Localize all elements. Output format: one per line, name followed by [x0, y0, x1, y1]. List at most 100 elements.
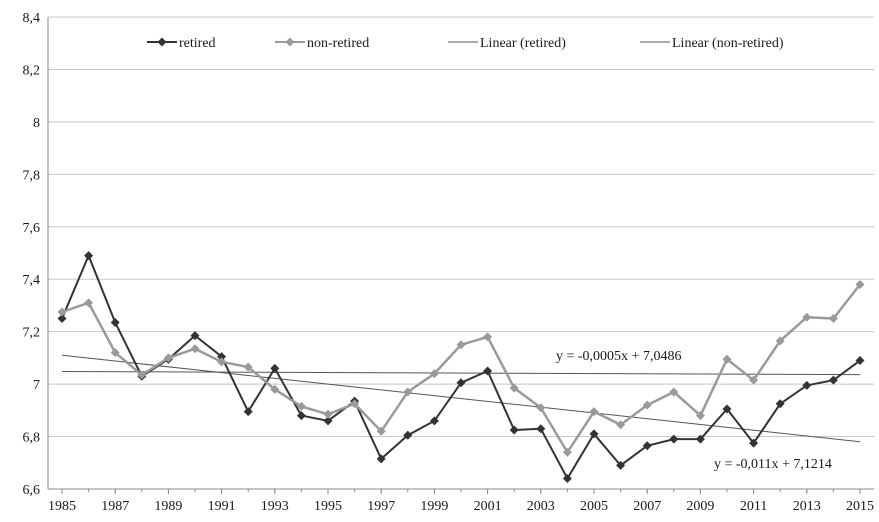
x-tick-label: 1987 [101, 499, 129, 514]
data-point-retired [828, 375, 838, 385]
data-point-retired [562, 474, 572, 484]
data-point-retired [509, 425, 519, 435]
data-point-non-retired [642, 400, 652, 410]
y-tick-label: 6,8 [23, 431, 41, 446]
data-point-retired [695, 434, 705, 444]
data-point-retired [270, 363, 280, 373]
x-tick-label: 1999 [420, 499, 448, 514]
data-point-retired [110, 317, 120, 327]
data-point-retired [57, 314, 67, 324]
y-tick-label: 7,2 [23, 326, 41, 341]
legend-item-linear-non-retired: Linear (non-retired) [640, 36, 784, 51]
data-point-non-retired [722, 354, 732, 364]
data-point-retired [616, 460, 626, 470]
y-tick-label: 7,8 [23, 168, 41, 183]
y-tick-label: 7,6 [23, 221, 41, 236]
x-tick-label: 2005 [580, 499, 608, 514]
y-tick-label: 7 [33, 378, 40, 393]
data-point-non-retired [669, 387, 679, 397]
data-point-retired [642, 441, 652, 451]
data-point-non-retired [84, 298, 94, 308]
data-point-non-retired [536, 403, 546, 413]
data-point-non-retired [456, 340, 466, 350]
data-point-non-retired [296, 401, 306, 411]
data-point-non-retired [775, 336, 785, 346]
legend-label: Linear (non-retired) [672, 36, 784, 51]
data-point-non-retired [137, 370, 147, 380]
data-point-non-retired [802, 312, 812, 322]
legend-label: non-retired [307, 36, 369, 51]
data-point-non-retired [323, 409, 333, 419]
legend-label: Linear (retired) [480, 36, 566, 51]
series-non-retired [57, 279, 865, 457]
x-tick-label: 1991 [208, 499, 236, 514]
trendline-equation-retired: y = -0,011x + 7,1214 [714, 457, 832, 472]
data-point-non-retired [483, 332, 493, 342]
legend-item-retired: retired [147, 36, 216, 51]
data-point-non-retired [509, 383, 519, 393]
x-tick-label: 2009 [686, 499, 714, 514]
data-point-retired [775, 399, 785, 409]
data-point-non-retired [616, 420, 626, 430]
data-point-non-retired [163, 353, 173, 363]
x-tick-label: 1997 [367, 499, 395, 514]
data-point-retired [536, 424, 546, 434]
data-point-non-retired [749, 375, 759, 385]
data-point-retired [749, 438, 759, 448]
data-point-retired [669, 434, 679, 444]
trendline-non-retired [61, 371, 861, 376]
data-point-non-retired [270, 384, 280, 394]
data-point-non-retired [695, 411, 705, 421]
y-tick-label: 7,4 [23, 273, 41, 288]
data-point-retired [296, 411, 306, 421]
data-point-non-retired [243, 362, 253, 372]
data-point-retired [429, 416, 439, 426]
data-point-retired [855, 356, 865, 366]
legend-swatch-marker [157, 37, 167, 47]
data-point-non-retired [217, 357, 227, 367]
y-tick-label: 8,2 [23, 63, 41, 78]
data-point-non-retired [562, 447, 572, 457]
trendline-layer [61, 354, 861, 443]
data-point-retired [589, 429, 599, 439]
x-tick-label: 1995 [314, 499, 342, 514]
y-tick-label: 8 [33, 116, 40, 131]
data-point-non-retired [350, 399, 360, 409]
data-point-non-retired [376, 426, 386, 436]
x-tick-label: 2003 [527, 499, 555, 514]
trendline-retired [61, 354, 861, 443]
data-point-retired [217, 352, 227, 362]
data-point-non-retired [855, 279, 865, 289]
data-point-non-retired [57, 307, 67, 317]
data-point-retired [376, 454, 386, 464]
data-point-retired [722, 404, 732, 414]
y-tick-label: 8,4 [23, 11, 41, 26]
series-layer [57, 251, 865, 484]
x-tick-label: 2011 [740, 499, 767, 514]
data-point-retired [403, 430, 413, 440]
y-tick-label: 6,6 [23, 483, 41, 498]
x-tick-label: 2015 [846, 499, 874, 514]
legend: retired non-retired Linear (retired) Linear… [147, 36, 784, 51]
x-tick-label: 1993 [261, 499, 289, 514]
data-point-non-retired [429, 369, 439, 379]
data-point-retired [483, 366, 493, 376]
legend-label: retired [179, 36, 216, 51]
legend-swatch-marker [285, 37, 295, 47]
data-point-retired [456, 378, 466, 388]
x-tick-label: 2001 [474, 499, 502, 514]
data-point-non-retired [110, 348, 120, 358]
data-point-non-retired [828, 314, 838, 324]
data-point-non-retired [589, 407, 599, 417]
x-tick-label: 2013 [793, 499, 821, 514]
data-point-retired [84, 251, 94, 261]
series-retired [57, 251, 865, 484]
data-point-non-retired [190, 344, 200, 354]
data-point-retired [323, 416, 333, 426]
grid-layer [48, 16, 874, 490]
legend-item-non-retired: non-retired [275, 36, 369, 51]
series-line-retired [61, 254, 861, 480]
legend-item-linear-retired: Linear (retired) [448, 36, 566, 51]
